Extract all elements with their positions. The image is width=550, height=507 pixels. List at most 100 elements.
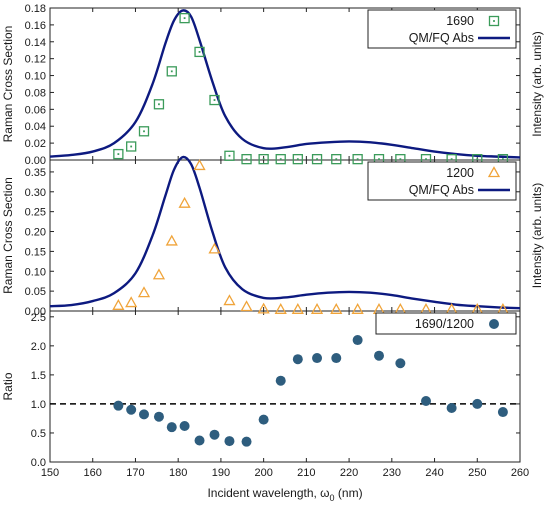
top-data-point: [166, 66, 177, 77]
top-data-point: [275, 154, 286, 165]
top-y-tick-label: 0.16: [25, 20, 46, 32]
bottom-data-point: [126, 404, 137, 415]
middle-data-point: [193, 159, 206, 171]
bottom-data-point: [446, 402, 457, 413]
middle-legend-marker-key: [487, 166, 501, 178]
middle-legend: 1200 QM/FQ Abs: [367, 161, 517, 201]
bottom-data-point: [331, 353, 342, 364]
top-right-axis-label: Intensity (arb. units): [530, 31, 544, 136]
top-data-point: [209, 94, 220, 106]
middle-legend-box: [367, 161, 517, 201]
bottom-legend-label: 1690/1200: [415, 317, 474, 331]
top-y-tick-label: 0.06: [25, 104, 46, 116]
marker-layer: [112, 12, 510, 447]
bottom-data-point: [421, 396, 431, 407]
middle-data-point: [125, 296, 138, 308]
top-y-tick-label: 0.00: [25, 155, 46, 167]
top-data-point: [194, 46, 205, 58]
top-y-tick-label: 0.12: [25, 54, 46, 66]
middle-data-point: [274, 302, 287, 314]
x-axis-label-main: Incident wavelength, ω: [207, 486, 329, 500]
bottom-data-point: [352, 335, 363, 346]
middle-data-point: [372, 302, 386, 314]
x-axis-label-unit: (nm): [335, 486, 363, 500]
middle-data-point: [330, 302, 343, 314]
top-data-point: [138, 126, 150, 137]
x-tick-label: 260: [511, 467, 529, 479]
bottom-y-tick-label: 1.0: [31, 399, 46, 411]
middle-legend-label: QM/FQ Abs: [409, 183, 474, 197]
middle-data-point: [165, 234, 178, 246]
top-data-point: [331, 154, 342, 165]
middle-data-point: [152, 268, 166, 280]
x-tick-label: 190: [212, 467, 230, 479]
top-y-tick-label: 0.10: [25, 71, 46, 83]
middle-y-tick-label: 0.05: [25, 286, 46, 298]
bottom-legend: 1690/1200: [375, 312, 517, 335]
bottom-y-tick-label: 2.5: [31, 312, 46, 324]
top-y-axis-label: Raman Cross Section: [1, 26, 15, 143]
top-legend-marker-key: [488, 15, 500, 27]
middle-data-point: [351, 302, 364, 314]
top-data-point: [241, 154, 252, 165]
top-data-point: [258, 154, 269, 165]
bottom-y-axis-label: Ratio: [1, 372, 15, 400]
middle-data-point: [257, 302, 270, 314]
middle-y-tick-label: 0.30: [25, 187, 46, 199]
x-tick-label: 210: [297, 467, 315, 479]
legend-layer: 1690 QM/FQ Abs 1200 QM/FQ Abs 1690/1200: [367, 9, 517, 335]
bottom-data-point: [374, 350, 384, 361]
curve-layer: [49, 9, 521, 405]
bottom-data-point: [241, 436, 252, 447]
x-axis-label-subscript: 0: [330, 493, 335, 503]
bottom-data-point: [312, 353, 323, 364]
top-data-point: [113, 148, 124, 160]
top-legend: 1690 QM/FQ Abs: [367, 9, 517, 49]
top-y-tick-label: 0.18: [25, 3, 46, 15]
bottom-data-point: [209, 429, 220, 440]
x-tick-label: 180: [169, 467, 187, 479]
top-y-tick-label: 0.04: [25, 121, 46, 133]
middle-abs-curve: [49, 155, 521, 310]
x-tick-label: 220: [340, 467, 358, 479]
middle-y-tick-label: 0.35: [25, 167, 46, 179]
bottom-data-point: [139, 409, 149, 420]
middle-data-point: [240, 300, 253, 312]
x-axis-label: Incident wavelength, ω0 (nm): [207, 486, 362, 503]
middle-data-point: [310, 302, 324, 314]
middle-data-point: [223, 294, 236, 306]
bottom-data-point: [472, 398, 483, 409]
middle-y-tick-label: 0.15: [25, 246, 46, 258]
top-y-tick-label: 0.02: [25, 138, 46, 150]
x-tick-label: 170: [126, 467, 144, 479]
top-data-point: [292, 154, 303, 165]
middle-y-tick-label: 0.00: [25, 306, 46, 318]
middle-data-point: [394, 302, 407, 314]
top-data-point: [179, 12, 190, 24]
middle-data-point: [419, 302, 433, 314]
top-data-point: [153, 99, 165, 110]
x-tick-label: 230: [383, 467, 401, 479]
bottom-legend-box: [375, 312, 517, 335]
bottom-data-point: [224, 436, 235, 447]
middle-y-tick-label: 0.25: [25, 207, 46, 219]
bottom-data-point: [258, 414, 269, 425]
bottom-legend-marker-key: [489, 319, 499, 329]
middle-y-axis-label: Raman Cross Section: [1, 177, 15, 294]
top-abs-curve: [49, 9, 521, 159]
middle-data-point: [208, 242, 221, 254]
middle-data-point: [137, 286, 151, 298]
x-tick-label: 240: [425, 467, 443, 479]
bottom-y-tick-label: 0.0: [31, 457, 46, 469]
middle-data-point: [178, 196, 191, 208]
top-data-point: [352, 154, 363, 165]
top-y-tick-label: 0.08: [25, 87, 46, 99]
x-tick-label: 200: [254, 467, 272, 479]
bottom-data-point: [113, 400, 124, 411]
x-tick-label: 160: [84, 467, 102, 479]
bottom-y-tick-label: 2.0: [31, 341, 46, 353]
middle-legend-label: 1200: [446, 166, 474, 180]
bottom-data-point: [292, 354, 303, 365]
bottom-data-point: [153, 411, 164, 422]
